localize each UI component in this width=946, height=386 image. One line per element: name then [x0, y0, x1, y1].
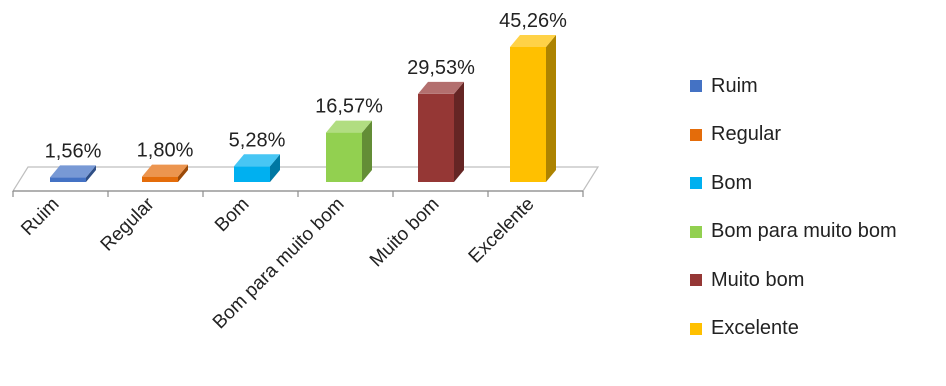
legend-swatch — [690, 80, 702, 93]
legend-label: Bom — [711, 171, 753, 194]
bar-front-face — [510, 47, 546, 182]
bar-side-face — [454, 81, 464, 182]
legend-item: Ruim — [690, 62, 897, 111]
data-label: 16,57% — [315, 96, 383, 118]
bar-6 — [510, 35, 556, 182]
bar-3 — [234, 154, 280, 182]
category-label: Regular — [97, 193, 159, 255]
category-label: Bom — [211, 194, 253, 236]
data-label: 29,53% — [407, 57, 475, 79]
bar-5 — [418, 81, 464, 182]
bar-top-face — [234, 154, 280, 167]
data-labels: 1,56% 1,80% 5,28% 16,57% 29,53% 45,26% — [45, 10, 567, 162]
bar-2 — [142, 164, 188, 182]
legend-item: Regular — [690, 111, 897, 160]
legend-label: Regular — [711, 123, 782, 146]
data-label: 1,80% — [137, 140, 194, 162]
bar-series — [50, 35, 556, 182]
legend-item: Excelente — [690, 305, 897, 354]
legend-swatch — [690, 177, 702, 190]
bar-top-face — [326, 120, 372, 133]
bar-front-face — [418, 93, 454, 182]
bar-side-face — [546, 35, 556, 182]
bar-side-face — [86, 165, 96, 182]
legend-label: Muito bom — [711, 268, 805, 291]
legend-swatch — [690, 225, 702, 238]
legend-label: Excelente — [711, 317, 799, 340]
bar-front-face — [326, 132, 362, 182]
bar-4 — [326, 120, 372, 182]
bar-front-face — [50, 177, 86, 182]
bar-front-face — [234, 166, 270, 182]
category-label: Muito bom — [366, 194, 444, 272]
data-label: 45,26% — [499, 10, 567, 32]
bar-side-face — [270, 154, 280, 182]
bar-top-face — [418, 81, 464, 94]
category-label: Excelente — [465, 194, 539, 268]
data-label: 5,28% — [229, 129, 286, 151]
bar-top-face — [142, 164, 188, 177]
legend-label: Bom para muito bom — [711, 220, 897, 243]
data-label: 1,56% — [45, 140, 102, 162]
legend-item: Muito bom — [690, 256, 897, 305]
legend-item: Bom para muito bom — [690, 208, 897, 257]
bar-1 — [50, 165, 96, 182]
bar-top-face — [50, 165, 96, 178]
bar-side-face — [362, 120, 372, 182]
category-label: Ruim — [17, 194, 63, 240]
bar-front-face — [142, 176, 178, 182]
bar-side-face — [178, 164, 188, 182]
legend-label: Ruim — [711, 74, 758, 97]
legend-swatch — [690, 128, 702, 141]
legend-swatch — [690, 274, 702, 287]
legend-item: Bom — [690, 159, 897, 208]
legend: Ruim Regular Bom Bom para muito bom Muito bo… — [690, 62, 897, 353]
legend-swatch — [690, 322, 702, 335]
bar-top-face — [510, 35, 556, 47]
